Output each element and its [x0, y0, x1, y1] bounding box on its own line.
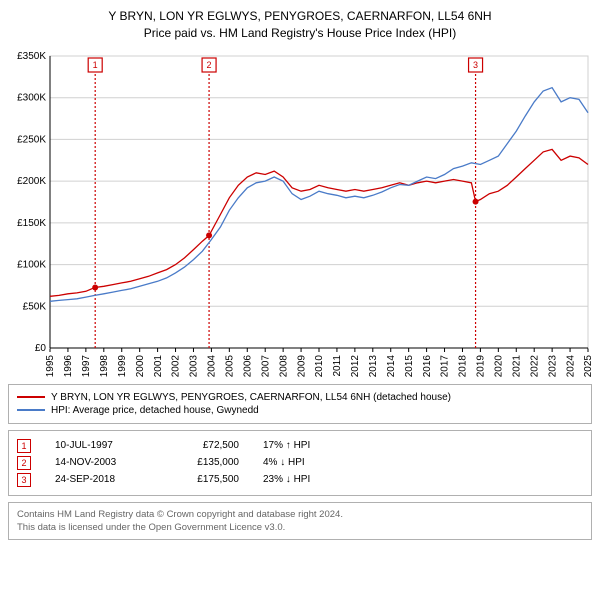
svg-text:£300K: £300K [17, 92, 46, 103]
svg-text:1998: 1998 [99, 354, 110, 377]
svg-text:£350K: £350K [17, 51, 46, 62]
sale-annotations: 1 10-JUL-1997 £72,500 17% ↑ HPI 2 14-NOV-2003… [8, 430, 592, 496]
svg-text:2022: 2022 [529, 354, 540, 377]
chart-title-block: Y BRYN, LON YR EGLWYS, PENYGROES, CAERNA… [8, 8, 592, 42]
svg-text:1997: 1997 [81, 354, 92, 377]
annotation-row: 3 24-SEP-2018 £175,500 23% ↓ HPI [17, 473, 583, 487]
copyright-line-1: Contains HM Land Registry data © Crown c… [17, 508, 583, 521]
svg-text:£200K: £200K [17, 176, 46, 187]
svg-text:3: 3 [473, 60, 478, 70]
annotation-price: £135,000 [169, 457, 239, 468]
legend: Y BRYN, LON YR EGLWYS, PENYGROES, CAERNA… [8, 384, 592, 424]
svg-text:2023: 2023 [547, 354, 558, 377]
svg-text:1: 1 [93, 60, 98, 70]
annotation-marker: 2 [17, 456, 31, 470]
svg-text:1996: 1996 [63, 354, 74, 377]
svg-text:2015: 2015 [404, 354, 415, 377]
svg-text:2014: 2014 [386, 354, 397, 377]
annotation-date: 10-JUL-1997 [55, 440, 145, 451]
annotation-date: 14-NOV-2003 [55, 457, 145, 468]
svg-text:£0: £0 [35, 343, 47, 354]
svg-text:2016: 2016 [422, 354, 433, 377]
svg-text:2002: 2002 [171, 354, 182, 377]
svg-text:2025: 2025 [583, 354, 592, 377]
svg-text:1999: 1999 [117, 354, 128, 377]
annotation-price: £72,500 [169, 440, 239, 451]
svg-text:2000: 2000 [135, 354, 146, 377]
svg-text:2007: 2007 [260, 354, 271, 377]
svg-text:2008: 2008 [278, 354, 289, 377]
svg-text:1995: 1995 [45, 354, 56, 377]
svg-text:£100K: £100K [17, 259, 46, 270]
annotation-price: £175,500 [169, 474, 239, 485]
legend-label: Y BRYN, LON YR EGLWYS, PENYGROES, CAERNA… [51, 392, 451, 403]
legend-item: Y BRYN, LON YR EGLWYS, PENYGROES, CAERNA… [17, 392, 583, 403]
legend-label: HPI: Average price, detached house, Gwyn… [51, 405, 259, 416]
svg-text:2003: 2003 [189, 354, 200, 377]
svg-text:£250K: £250K [17, 134, 46, 145]
svg-text:2010: 2010 [314, 354, 325, 377]
annotation-marker: 1 [17, 439, 31, 453]
copyright-line-2: This data is licensed under the Open Gov… [17, 521, 583, 534]
svg-text:2001: 2001 [153, 354, 164, 377]
legend-item: HPI: Average price, detached house, Gwyn… [17, 405, 583, 416]
legend-swatch [17, 409, 45, 411]
annotation-row: 1 10-JUL-1997 £72,500 17% ↑ HPI [17, 439, 583, 453]
title-line-1: Y BRYN, LON YR EGLWYS, PENYGROES, CAERNA… [8, 8, 592, 25]
annotation-delta: 17% ↑ HPI [263, 440, 310, 451]
svg-text:2019: 2019 [476, 354, 487, 377]
annotation-delta: 4% ↓ HPI [263, 457, 305, 468]
svg-text:2021: 2021 [511, 354, 522, 377]
copyright-notice: Contains HM Land Registry data © Crown c… [8, 502, 592, 541]
svg-text:2011: 2011 [332, 354, 343, 376]
svg-text:2005: 2005 [225, 354, 236, 377]
svg-text:2013: 2013 [368, 354, 379, 377]
svg-text:2004: 2004 [207, 354, 218, 377]
annotation-delta: 23% ↓ HPI [263, 474, 310, 485]
svg-text:2: 2 [207, 60, 212, 70]
svg-text:£150K: £150K [17, 217, 46, 228]
svg-text:2024: 2024 [565, 354, 576, 377]
svg-text:2009: 2009 [296, 354, 307, 377]
svg-text:2012: 2012 [350, 354, 361, 377]
line-chart-svg: £0 £50K £100K £150K £200K £250K £300K £350K 1995… [8, 48, 592, 378]
annotation-marker: 3 [17, 473, 31, 487]
annotation-row: 2 14-NOV-2003 £135,000 4% ↓ HPI [17, 456, 583, 470]
legend-swatch [17, 396, 45, 398]
chart-area: £0 £50K £100K £150K £200K £250K £300K £350K 1995… [8, 48, 592, 378]
svg-text:£50K: £50K [23, 301, 47, 312]
annotation-date: 24-SEP-2018 [55, 474, 145, 485]
title-line-2: Price paid vs. HM Land Registry's House … [8, 25, 592, 42]
svg-text:2018: 2018 [458, 354, 469, 377]
svg-text:2020: 2020 [494, 354, 505, 377]
svg-text:2006: 2006 [242, 354, 253, 377]
svg-text:2017: 2017 [440, 354, 451, 377]
